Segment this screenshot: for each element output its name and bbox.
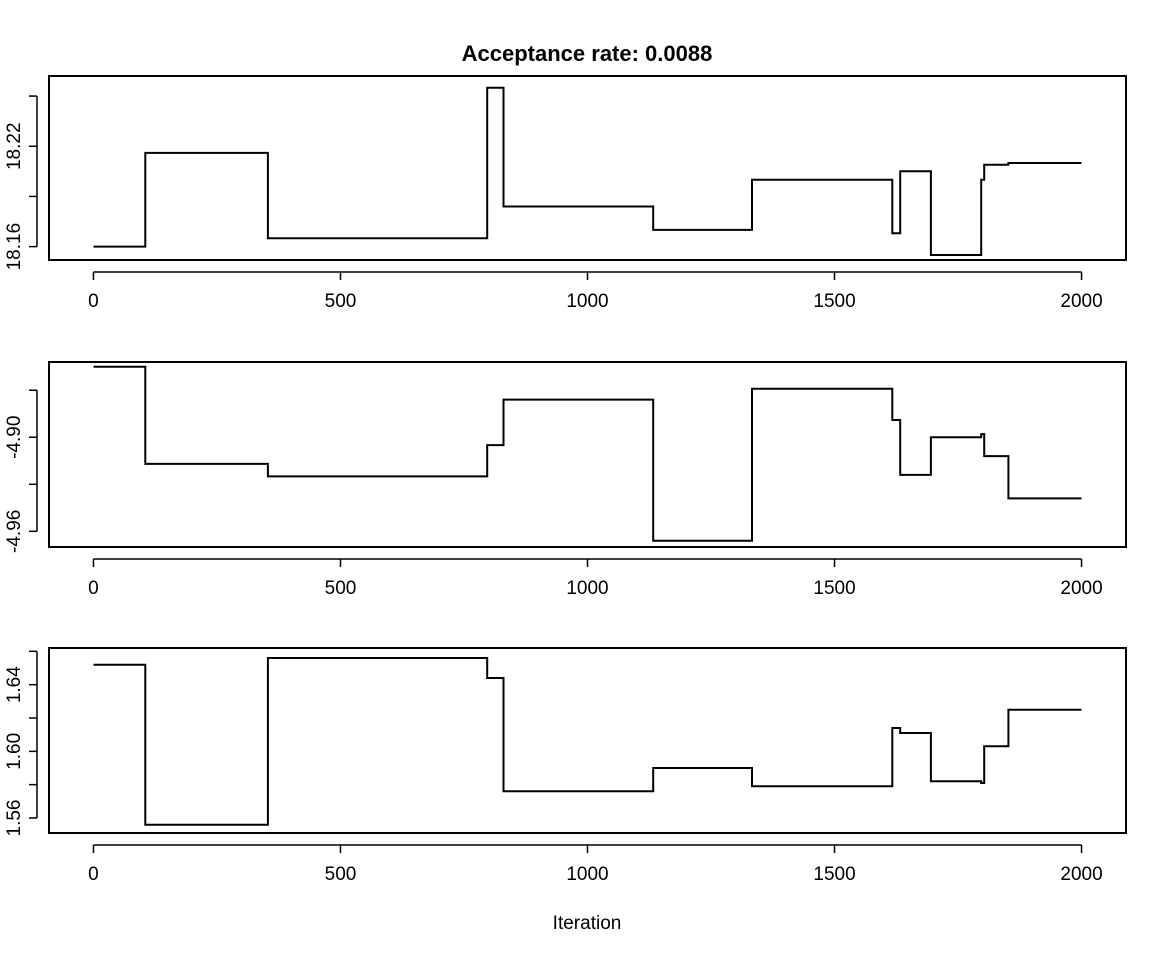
x-tick-label: 2000: [1060, 291, 1102, 312]
panel-1: 0 500 1000 1500 2000 18.16 18.22: [4, 75, 1127, 312]
trace-line: [93, 365, 1082, 542]
x-tick-label: 1500: [813, 864, 855, 885]
x-tick-label: 500: [325, 578, 357, 599]
y-tick-label: 18.16: [4, 223, 25, 271]
y-tick-label: 1.64: [4, 666, 25, 703]
x-tick-label: 0: [88, 578, 99, 599]
y-tick-label: -4.96: [4, 510, 25, 553]
x-tick-label: 1500: [813, 291, 855, 312]
x-axis-label: Iteration: [553, 913, 622, 934]
x-tick-label: 1500: [813, 578, 855, 599]
plot-frame: [48, 647, 1127, 834]
panel-2: 0 500 1000 1500 2000 -4.96 -4.90: [4, 361, 1127, 599]
panels: 0 500 1000 1500 2000 18.16 18.22 0 500 1000 1500 20…: [4, 75, 1127, 885]
plot-frame: [48, 75, 1127, 261]
chart-title: Acceptance rate: 0.0088: [462, 41, 713, 66]
x-tick-label: 1000: [566, 291, 608, 312]
y-tick-label: 1.60: [4, 733, 25, 770]
x-tick-label: 2000: [1060, 578, 1102, 599]
y-tick-label: 18.22: [4, 122, 25, 170]
x-tick-label: 0: [88, 291, 99, 312]
y-tick-label: 1.56: [4, 800, 25, 837]
x-tick-label: 500: [325, 291, 357, 312]
trace-line: [93, 86, 1082, 256]
x-tick-label: 500: [325, 864, 357, 885]
x-tick-label: 0: [88, 864, 99, 885]
x-tick-label: 1000: [566, 864, 608, 885]
trace-line: [93, 657, 1082, 826]
plot-frame: [48, 361, 1127, 548]
panel-3: 0 500 1000 1500 2000 1.56 1.60 1.64: [4, 647, 1127, 885]
x-tick-label: 2000: [1060, 864, 1102, 885]
y-tick-label: -4.90: [4, 416, 25, 459]
x-tick-label: 1000: [566, 578, 608, 599]
